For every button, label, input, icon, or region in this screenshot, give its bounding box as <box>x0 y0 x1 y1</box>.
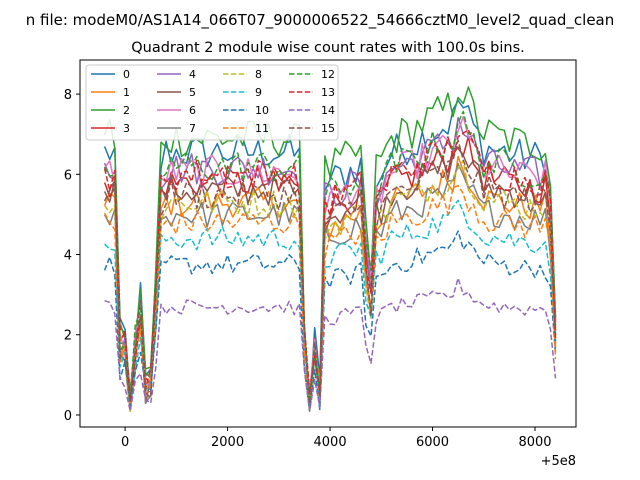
plot-frame <box>79 59 577 428</box>
legend-label-15: 15 <box>321 122 335 135</box>
y-tick-label: 2 <box>64 329 72 344</box>
legend-label-2: 2 <box>123 104 130 117</box>
legend-box <box>85 64 339 141</box>
legend-label-7: 7 <box>189 122 196 135</box>
legend-label-11: 11 <box>255 122 269 135</box>
series-line-15 <box>103 139 557 405</box>
y-tick-label: 4 <box>64 249 72 264</box>
series-line-9 <box>104 199 557 410</box>
y-tick-label: 8 <box>64 88 72 103</box>
series-line-10 <box>103 230 557 412</box>
legend-label-0: 0 <box>123 68 130 81</box>
legend-label-14: 14 <box>321 104 335 117</box>
legend-label-9: 9 <box>255 86 262 99</box>
x-offset-label: +5e8 <box>541 454 576 469</box>
x-tick-label: 0 <box>121 435 129 450</box>
chart-title: Quadrant 2 module wise count rates with … <box>131 40 525 56</box>
axes-layer: 0 2000 4000 6000 8000 0 2 4 6 8 +5e8 <box>64 59 577 469</box>
legend-label-8: 8 <box>255 68 262 81</box>
series-line-0 <box>103 99 557 411</box>
series-line-7 <box>103 162 557 412</box>
x-tick-label: 2000 <box>211 435 244 450</box>
series-line-11 <box>103 184 557 412</box>
series-line-5 <box>103 146 557 412</box>
legend-label-13: 13 <box>321 86 335 99</box>
legend-label-5: 5 <box>189 86 196 99</box>
legend-label-6: 6 <box>189 104 196 117</box>
x-tick-label: 4000 <box>314 435 347 450</box>
y-tick-label: 0 <box>64 409 72 424</box>
legend-label-12: 12 <box>321 68 335 81</box>
series-line-2 <box>103 86 557 411</box>
figure-suptitle: n file: modeM0/AS1A14_066T07_9000006522_… <box>26 11 615 30</box>
x-tick-label: 6000 <box>416 435 449 450</box>
y-tick-label: 6 <box>64 168 72 183</box>
x-tick-label: 8000 <box>518 435 551 450</box>
series-layer <box>103 86 557 412</box>
series-line-1 <box>103 155 557 410</box>
series-line-14 <box>104 277 557 412</box>
legend-label-3: 3 <box>123 122 130 135</box>
legend-label-4: 4 <box>189 68 196 81</box>
series-line-12 <box>103 110 557 412</box>
legend-label-10: 10 <box>255 104 269 117</box>
legend-label-1: 1 <box>123 86 130 99</box>
